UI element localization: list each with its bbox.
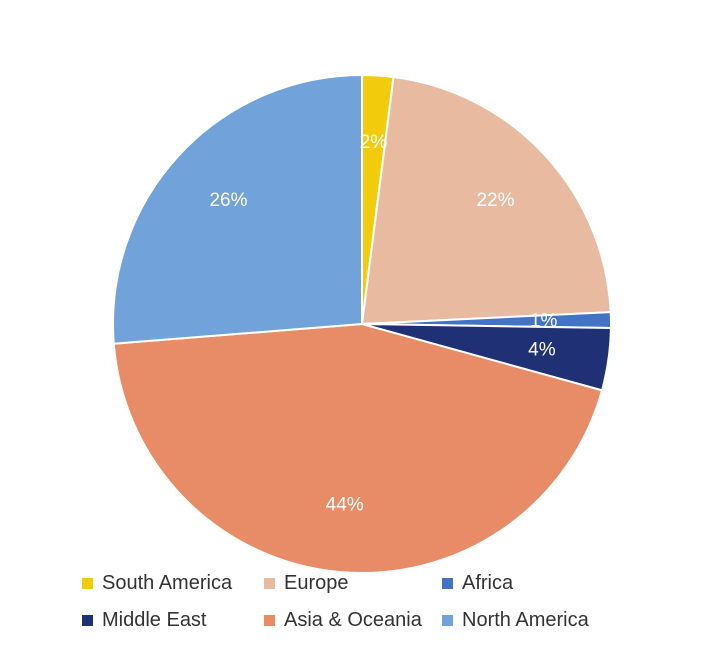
data-label-africa: 1% xyxy=(530,311,558,332)
legend-item-middle-east: Middle East xyxy=(82,609,264,632)
pie-slice-europe xyxy=(360,75,612,326)
legend-item-south-america: South America xyxy=(82,572,264,595)
legend-label: South America xyxy=(102,572,233,594)
pie-slice-asia-oceania xyxy=(112,322,604,574)
legend-item-north-america: North America xyxy=(442,609,632,632)
data-label-europe: 22% xyxy=(476,190,514,211)
legend-item-europe: Europe xyxy=(264,572,442,595)
legend-label: Europe xyxy=(284,572,349,594)
legend-label: Africa xyxy=(462,572,514,594)
legend-label: North America xyxy=(462,609,589,631)
legend-item-asia-oceania: Asia & Oceania xyxy=(264,609,442,632)
data-label-asia-oceania: 44% xyxy=(326,494,364,515)
legend-label: Middle East xyxy=(102,609,207,631)
legend-swatch xyxy=(82,615,93,626)
legend-item-africa: Africa xyxy=(442,572,632,595)
pie-data-labels: 2% 22% 1% 4% 44% 26% xyxy=(209,132,557,515)
pie-slice-north-america xyxy=(112,73,363,345)
legend-swatch xyxy=(264,578,275,589)
pie-slices xyxy=(112,73,613,574)
chart-legend: South America Europe Africa Middle East Asia… xyxy=(82,572,662,632)
legend-swatch xyxy=(442,615,453,626)
legend-swatch xyxy=(264,615,275,626)
legend-label: Asia & Oceania xyxy=(284,609,422,631)
data-label-south-america: 2% xyxy=(360,132,388,153)
data-label-middle-east: 4% xyxy=(528,339,556,360)
data-label-north-america: 26% xyxy=(209,190,247,211)
legend-swatch xyxy=(82,578,93,589)
legend-swatch xyxy=(442,578,453,589)
